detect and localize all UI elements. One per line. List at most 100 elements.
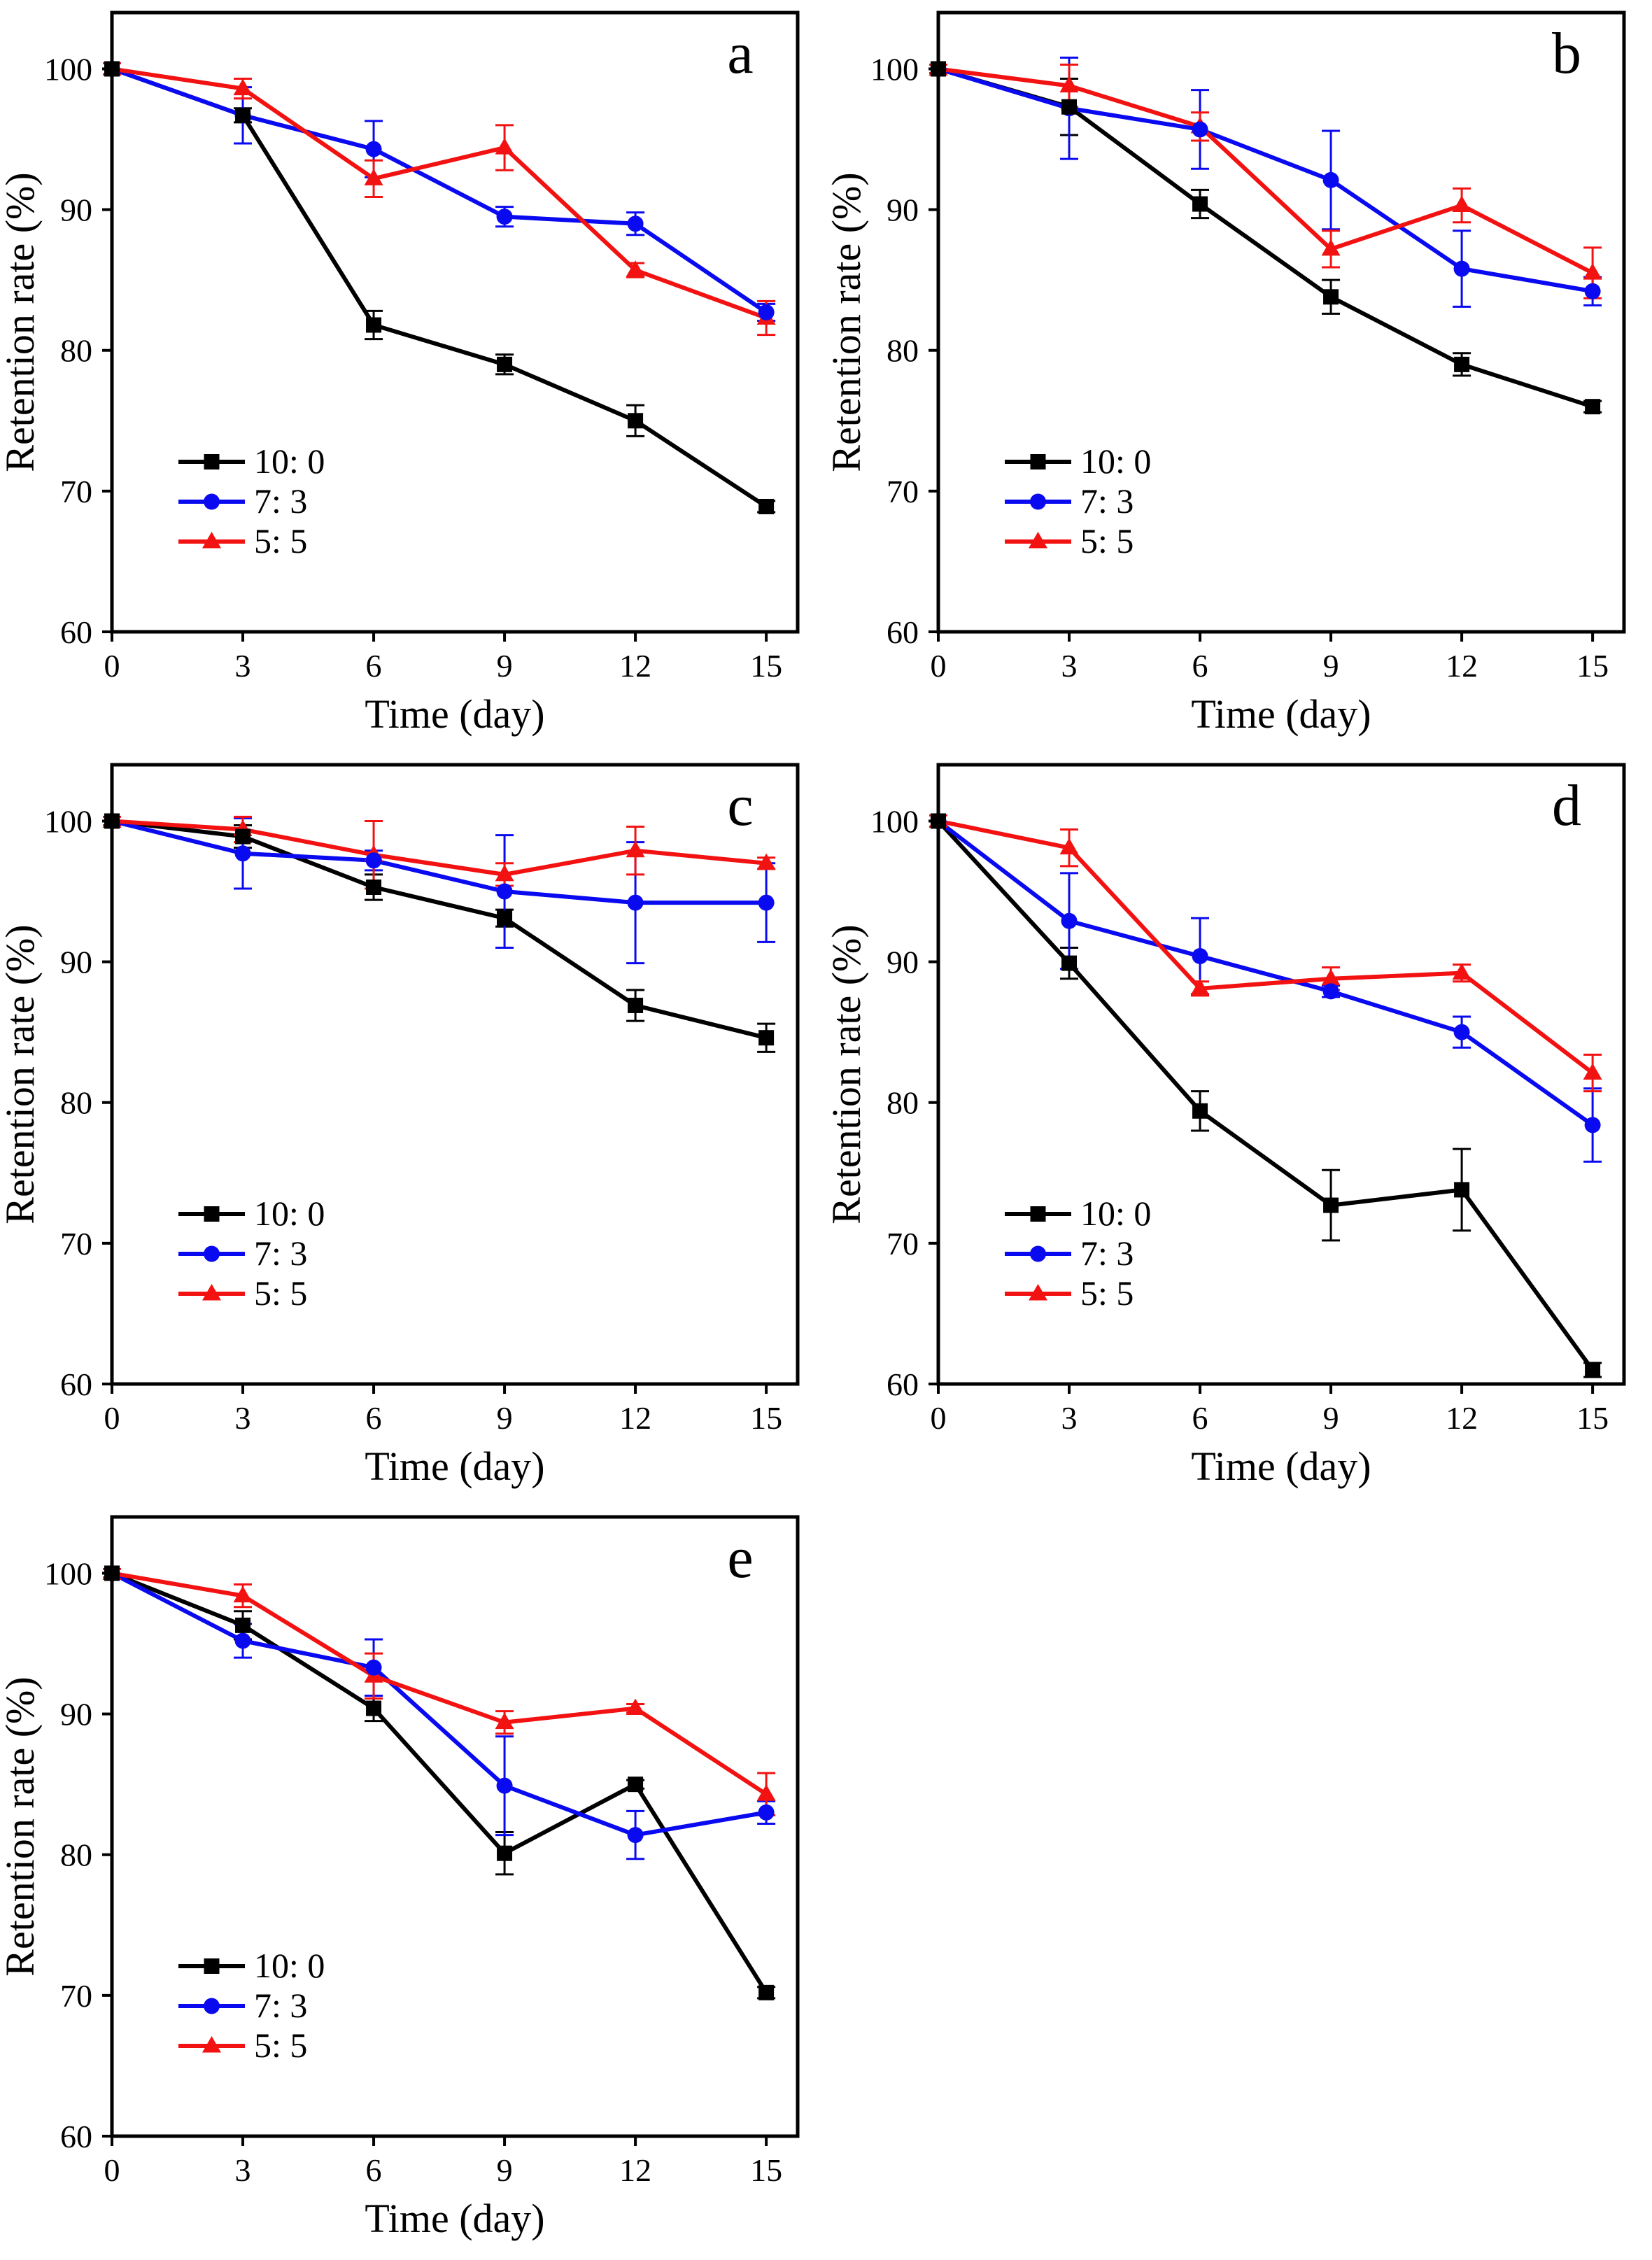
y-axis-label: Retention rate (%) [826,172,869,472]
legend-label: 5: 5 [254,521,307,560]
error-bars-7-3 [234,86,776,322]
x-tick-label: 0 [104,1400,120,1436]
y-tick-label: 70 [60,474,92,509]
x-tick-label: 3 [1061,648,1078,684]
panel-e: 0 3 6 9 12 15 60 70 80 90 100 Time (day) Retention r… [0,1504,826,2260]
series-markers-7-3 [104,1565,775,1844]
legend-label: 5: 5 [1080,521,1134,560]
legend-label: 10: 0 [1080,442,1151,481]
legend-item-7-3: 7: 3 [178,1986,307,2025]
series-markers-5-5 [102,1563,776,1801]
panel-letter: b [1552,21,1581,86]
legend-label: 7: 3 [1080,481,1134,521]
y-axis-label: Retention rate (%) [0,1676,43,1976]
legend-item-10-0: 10: 0 [178,1946,325,1985]
axis-ticks [102,1572,768,2146]
legend-label: 5: 5 [1080,1273,1134,1313]
x-tick-label: 3 [235,1400,251,1436]
x-tick-label: 9 [1323,648,1339,684]
legend-label: 7: 3 [254,1986,307,2025]
x-tick-label: 15 [750,2152,782,2188]
y-tick-label: 90 [887,945,919,980]
series-line-7-3 [938,66,1593,294]
legend-label: 10: 0 [254,1194,325,1233]
panel-c-chart: 0 3 6 9 12 15 60 70 80 90 100 Time (day) Retention r… [0,752,826,1508]
series-line-5-5 [938,66,1594,275]
x-tick-label: 12 [619,648,651,684]
tick-labels: 0 3 6 9 12 15 60 70 80 90 100 [870,51,1609,684]
x-tick-label: 9 [1323,1400,1339,1436]
panel-letter: e [727,1525,753,1590]
axis-ticks [929,67,1595,642]
legend: 10: 07: 35: 5 [178,1946,325,2065]
legend-item-7-3: 7: 3 [178,1234,307,1273]
axis-box [936,763,1626,1386]
y-axis-label: Retention rate (%) [0,172,43,472]
x-tick-label: 9 [497,648,513,684]
y-tick-label: 60 [887,614,919,650]
y-tick-label: 70 [60,1226,92,1262]
axis-box [110,763,800,1386]
y-tick-label: 70 [887,1226,919,1262]
panel-d-chart: 0 3 6 9 12 15 60 70 80 90 100 Time (day) Retention r… [824,752,1652,1508]
x-tick-label: 3 [235,2152,251,2188]
chart-panel-a: 0 3 6 9 12 15 60 70 80 90 100 Time (day) Retention r… [0,10,800,737]
legend: 10: 07: 35: 5 [178,1194,325,1313]
x-axis-label: Time (day) [365,691,544,737]
y-tick-label: 100 [870,51,919,87]
legend-item-5-5: 5: 5 [178,1273,307,1313]
panel-letter: a [727,21,753,86]
series-line-7-3 [111,819,767,905]
legend-item-10-0: 10: 0 [178,1194,325,1233]
chart-panel-d: 0 3 6 9 12 15 60 70 80 90 100 Time (day) Retention r… [824,763,1626,1489]
legend-label: 10: 0 [254,1946,325,1985]
x-tick-label: 12 [619,2152,651,2188]
series-markers-5-5 [929,59,1602,280]
legend-label: 10: 0 [1080,1194,1151,1233]
y-tick-label: 90 [60,1697,92,1732]
y-tick-label: 90 [60,945,92,980]
panel-b-chart: 0 3 6 9 12 15 60 70 80 90 100 Time (day) Retention r… [824,0,1652,756]
panel-a-chart: 0 3 6 9 12 15 60 70 80 90 100 Time (day) Retention r… [0,0,826,756]
x-axis-label: Time (day) [1191,691,1371,737]
panel-e-chart: 0 3 6 9 12 15 60 70 80 90 100 Time (day) Retention r… [0,1504,826,2260]
axis-box [110,1515,800,2138]
tick-labels: 0 3 6 9 12 15 60 70 80 90 100 [44,51,782,684]
y-tick-label: 90 [60,192,92,228]
series-markers-5-5 [929,811,1602,1080]
y-tick-label: 80 [60,1837,92,1873]
x-tick-label: 15 [750,1400,782,1436]
x-tick-label: 3 [1061,1400,1078,1436]
x-tick-label: 9 [497,1400,513,1436]
y-tick-label: 80 [60,1085,92,1121]
panel-b: 0 3 6 9 12 15 60 70 80 90 100 Time (day) Retention r… [824,0,1652,756]
legend-label: 7: 3 [1080,1234,1134,1273]
tick-labels: 0 3 6 9 12 15 60 70 80 90 100 [44,803,782,1436]
error-bars-10-0 [1060,946,1602,1378]
series-line-10-0 [938,66,1594,409]
panel-d: 0 3 6 9 12 15 60 70 80 90 100 Time (day) Retention r… [824,752,1652,1508]
chart-panel-c: 0 3 6 9 12 15 60 70 80 90 100 Time (day) Retention r… [0,763,800,1489]
x-axis-label: Time (day) [365,2196,544,2241]
chart-panel-e: 0 3 6 9 12 15 60 70 80 90 100 Time (day) Retention r… [0,1515,800,2241]
panel-a: 0 3 6 9 12 15 60 70 80 90 100 Time (day) Retention r… [0,0,826,756]
legend-item-7-3: 7: 3 [178,481,307,521]
x-tick-label: 9 [497,2152,513,2188]
legend-label: 5: 5 [254,2026,307,2065]
series-line-7-3 [111,66,768,314]
series-line-7-3 [111,1571,767,1837]
y-tick-label: 100 [44,803,92,839]
x-tick-label: 6 [1192,1400,1208,1436]
y-tick-label: 80 [887,1085,919,1121]
series-line-5-5 [111,66,768,320]
series-line-5-5 [111,819,767,877]
x-tick-label: 0 [104,2152,120,2188]
y-tick-label: 60 [60,2119,92,2154]
x-tick-label: 12 [619,1400,651,1436]
legend-item-7-3: 7: 3 [1005,1234,1134,1273]
series-line-10-0 [111,66,768,509]
axis-ticks [102,67,768,642]
series-markers-5-5 [102,811,776,882]
axis-ticks [102,819,768,1394]
